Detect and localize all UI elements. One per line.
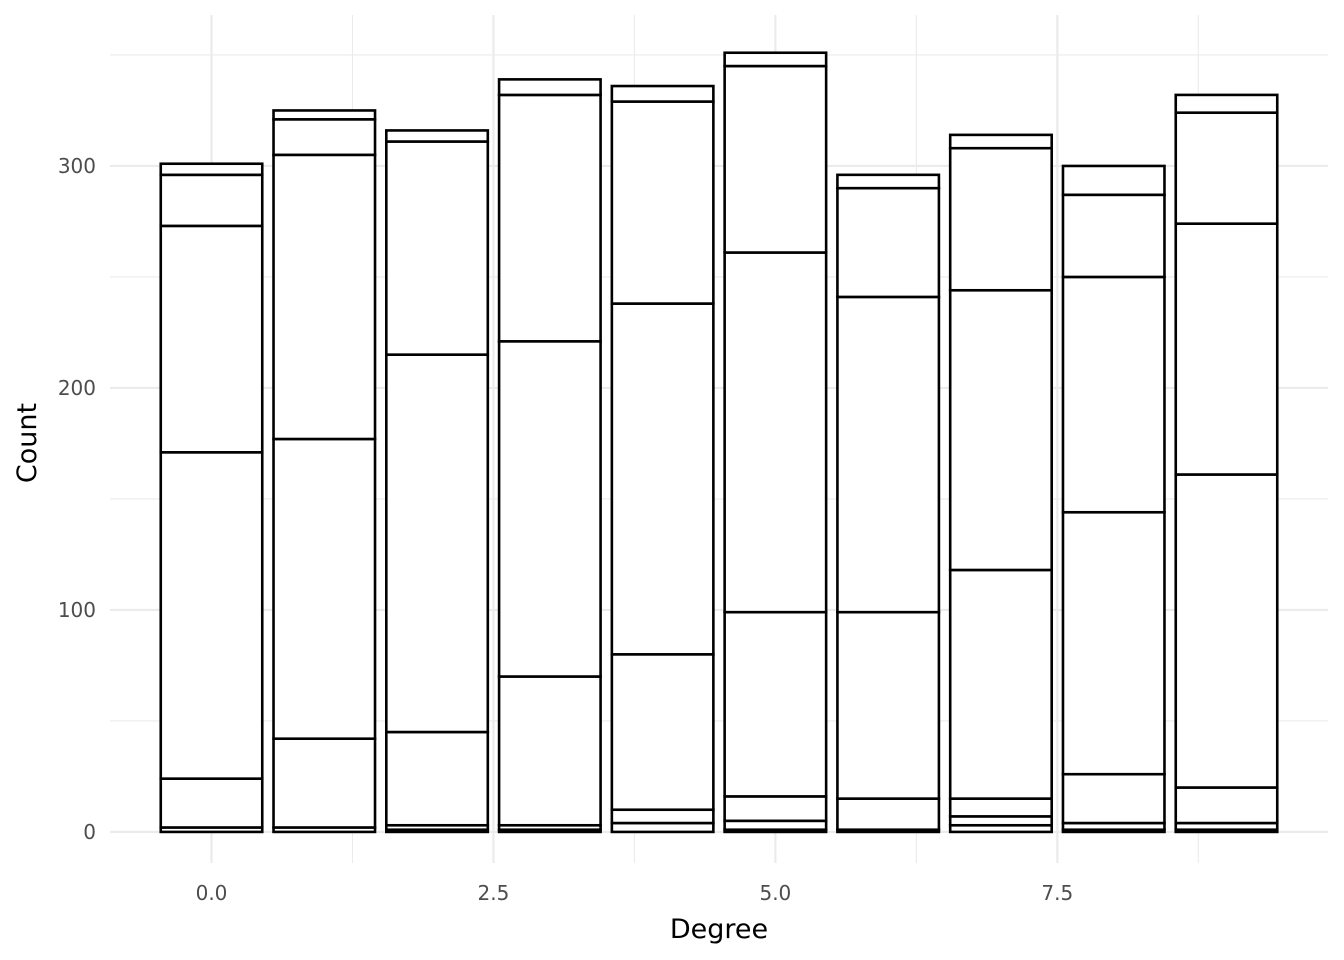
bar-segment [272,737,377,829]
bar-segment [723,64,828,254]
bar-segment [385,353,490,734]
y-axis-title: Count [12,403,43,483]
bar-segment [159,224,264,454]
bar-segment [610,302,715,656]
bar-segment [723,51,828,68]
bar-segment [272,118,377,157]
bar-segment [1061,193,1166,279]
bar-stack [385,129,490,834]
bar-segment [1174,93,1279,114]
bar-segment [1061,164,1166,197]
bar-segment [723,251,828,614]
bar-segment [497,78,602,97]
bar-segment [272,109,377,121]
y-tick-label: 100 [58,598,96,622]
bar-segment [948,815,1053,827]
bar-segment [836,186,941,299]
bar-segment [272,437,377,740]
bar-stack [1174,93,1279,834]
bar-segment [836,797,941,832]
bar-segment [1061,275,1166,514]
bar-segment [836,610,941,800]
x-tick-label: 2.5 [478,881,510,905]
x-tick-label: 5.0 [759,881,791,905]
bar-segment [159,777,264,829]
bar-segment [723,819,828,832]
bar-segment [1174,786,1279,825]
bar-segment [159,162,264,177]
bar-segment [610,821,715,834]
bar-segment [610,100,715,305]
bar-segment [610,84,715,103]
x-axis-title: Degree [670,914,768,945]
bar-segment [948,288,1053,572]
bar-stack [159,162,264,834]
x-tick-label: 0.0 [196,881,228,905]
bar-segment [948,133,1053,150]
y-tick-label: 200 [58,376,96,400]
bar-segment [272,153,377,441]
bar-segment [948,568,1053,800]
bar-segment [610,653,715,812]
bar-segment [723,610,828,798]
bar-stack [723,51,828,834]
bar-segment [497,675,602,827]
bar-segment [497,340,602,678]
bar-segment [159,451,264,780]
bar-segment [1174,222,1279,476]
bar-segment [385,140,490,356]
bar-segment [610,808,715,825]
y-tick-label: 0 [83,820,96,844]
y-axis-ticks: 0 100 200 300 [58,154,96,844]
bar-segment [385,129,490,143]
bar-stack [497,78,602,834]
bar-segment [836,173,941,190]
bar-segment [1061,510,1166,776]
bar-stack [272,109,377,834]
bar-segment [948,146,1053,292]
bars-layer [159,51,1279,834]
bar-stack [1061,164,1166,834]
bar-segment [1174,473,1279,789]
bar-segment [836,295,941,614]
y-tick-label: 300 [58,154,96,178]
bar-segment [723,795,828,823]
bar-segment [385,730,490,827]
x-tick-label: 7.5 [1041,881,1073,905]
bar-segment [1061,772,1166,825]
x-axis-ticks: 0.0 2.5 5.0 7.5 [196,881,1074,905]
bar-stack [836,173,941,834]
bar-segment [497,93,602,343]
bar-segment [948,797,1053,818]
bar-stack [610,84,715,834]
bar-segment [159,173,264,228]
bar-stack [948,133,1053,834]
bar-segment [1174,111,1279,225]
